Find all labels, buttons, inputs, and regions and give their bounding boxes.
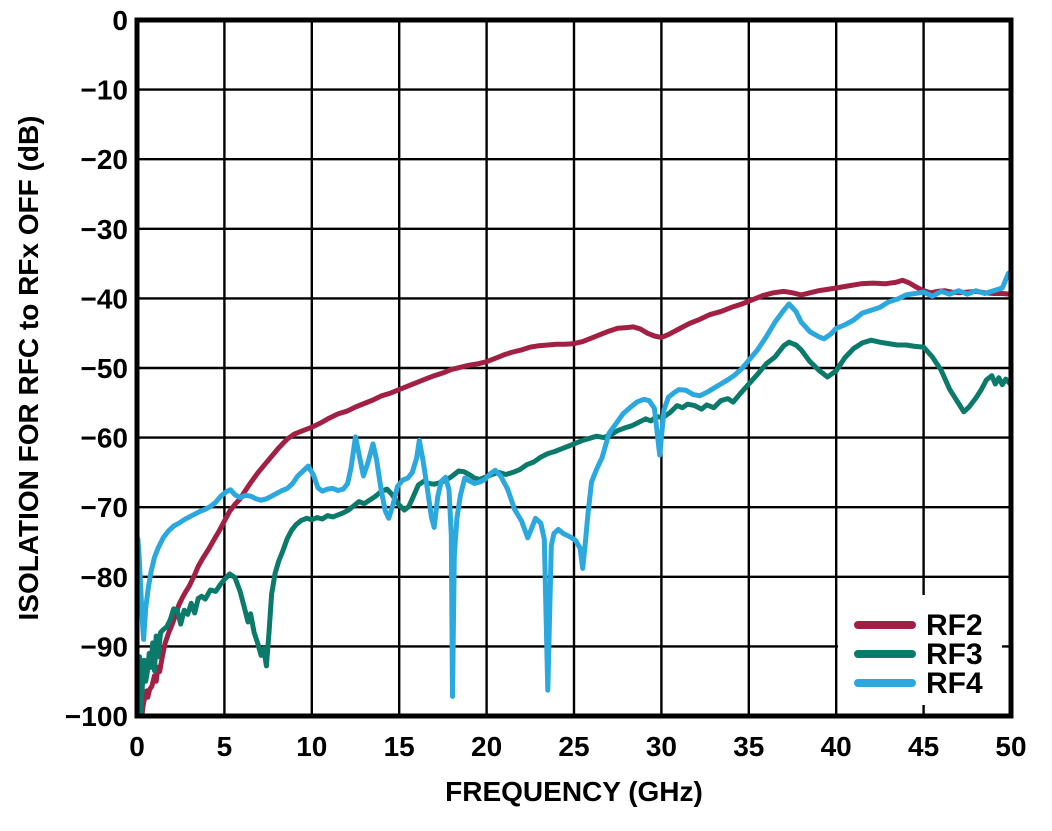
x-tick-label-45: 45 [908, 731, 939, 762]
y-tick-label-−20: −20 [81, 144, 129, 175]
x-axis-tick-labels: 0 5 10 15 20 25 30 35 40 45 50 [129, 731, 1026, 762]
y-tick-label-−50: −50 [81, 353, 129, 384]
y-tick-label-−30: −30 [81, 214, 129, 245]
x-tick-label-25: 25 [558, 731, 589, 762]
legend-label-rf2: RF2 [926, 609, 983, 642]
y-tick-label-−60: −60 [81, 423, 129, 454]
plot-border [134, 17, 1014, 719]
series-line-rf3 [135, 337, 1014, 719]
y-tick-label-−10: −10 [81, 75, 129, 106]
x-axis-title: FREQUENCY (GHz) [445, 776, 703, 807]
y-axis-tick-labels: 0 −10 −20 −30 −40 −50 −60 −70 −80 −90 −100 [65, 5, 128, 732]
grid-lines [137, 20, 1011, 716]
series-lines [135, 270, 1014, 719]
legend: RF2 RF3 RF4 [838, 595, 1002, 705]
legend-label-rf3: RF3 [926, 638, 983, 671]
legend-label-rf4: RF4 [926, 667, 983, 700]
y-tick-label-−80: −80 [81, 562, 129, 593]
y-tick-label-−100: −100 [65, 701, 128, 732]
y-tick-label-−70: −70 [81, 492, 129, 523]
y-tick-label-0: 0 [112, 5, 128, 36]
series-line-rf2 [139, 277, 1014, 719]
y-axis-title: ISOLATION FOR RFC to RFx OFF (dB) [13, 116, 44, 621]
x-tick-label-15: 15 [384, 731, 415, 762]
x-tick-label-40: 40 [821, 731, 852, 762]
series-line-rf4 [135, 270, 1014, 699]
x-tick-label-0: 0 [129, 731, 145, 762]
y-tick-label-−40: −40 [81, 283, 129, 314]
x-tick-label-20: 20 [471, 731, 502, 762]
x-tick-label-35: 35 [733, 731, 764, 762]
x-tick-label-30: 30 [646, 731, 677, 762]
x-tick-label-50: 50 [995, 731, 1026, 762]
x-tick-label-5: 5 [217, 731, 233, 762]
y-tick-label-−90: −90 [81, 631, 129, 662]
x-tick-label-10: 10 [296, 731, 327, 762]
